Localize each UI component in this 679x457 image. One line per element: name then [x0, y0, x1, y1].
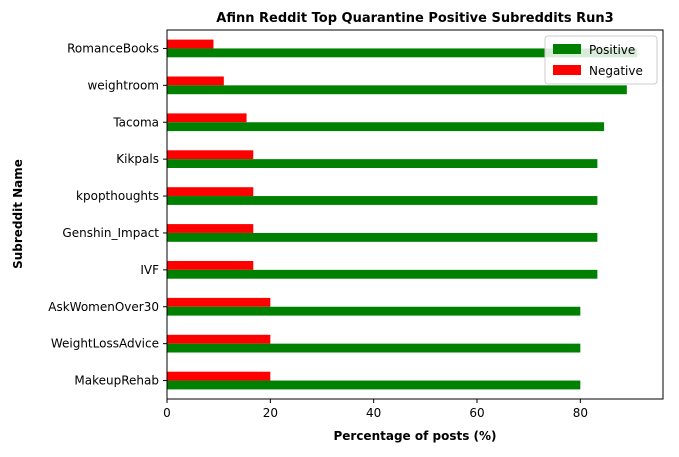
- bar-positive: [167, 159, 598, 169]
- x-axis-label: Percentage of posts (%): [333, 429, 496, 443]
- bar-positive: [167, 122, 605, 132]
- legend-swatch-positive: [553, 44, 581, 54]
- y-axis-label: Subreddit Name: [11, 159, 25, 269]
- x-tick-label: 80: [573, 406, 588, 420]
- bar-negative: [167, 260, 254, 270]
- y-tick-label: Kikpals: [116, 152, 159, 166]
- y-tick-label: Tacoma: [112, 115, 159, 129]
- bar-positive: [167, 343, 581, 353]
- bar-positive: [167, 306, 581, 316]
- y-tick-label: WeightLossAdvice: [51, 337, 159, 351]
- x-tick-label: 60: [469, 406, 484, 420]
- bar-negative: [167, 150, 254, 160]
- x-tick-label: 40: [366, 406, 381, 420]
- bars-layer: [167, 39, 638, 390]
- chart-title: Afinn Reddit Top Quarantine Positive Sub…: [216, 11, 613, 26]
- y-tick-label: Genshin_Impact: [62, 226, 159, 240]
- y-tick-label: RomanceBooks: [67, 41, 159, 55]
- bar-positive: [167, 48, 638, 58]
- bar-negative: [167, 76, 224, 86]
- y-tick-label: MakeupRehab: [74, 374, 159, 388]
- y-tick-label: kpopthoughts: [76, 189, 159, 203]
- bar-positive: [167, 85, 627, 95]
- bar-positive: [167, 380, 581, 390]
- x-tick-label: 0: [163, 406, 171, 420]
- bar-negative: [167, 39, 214, 49]
- bar-negative: [167, 334, 271, 344]
- x-axis: 0 20 40 60 80: [163, 399, 588, 420]
- bar-negative: [167, 297, 271, 307]
- bar-positive: [167, 196, 598, 205]
- x-tick-label: 20: [263, 406, 278, 420]
- legend-label-negative: Negative: [589, 64, 643, 78]
- legend: Positive Negative: [544, 35, 658, 85]
- legend-label-positive: Positive: [589, 43, 635, 57]
- bar-negative: [167, 371, 271, 381]
- y-tick-label: AskWomenOver30: [48, 300, 159, 314]
- y-tick-label: weightroom: [87, 78, 159, 92]
- bar-negative: [167, 187, 254, 197]
- y-axis: RomanceBooks weightroom Tacoma Kikpals kpopt…: [48, 41, 167, 388]
- plot-frame: [166, 29, 664, 400]
- y-tick-label: IVF: [140, 263, 159, 277]
- bar-negative: [167, 113, 247, 123]
- bar-positive: [167, 269, 598, 279]
- bar-positive: [167, 232, 598, 242]
- legend-swatch-negative: [553, 65, 581, 75]
- bar-negative: [167, 224, 254, 233]
